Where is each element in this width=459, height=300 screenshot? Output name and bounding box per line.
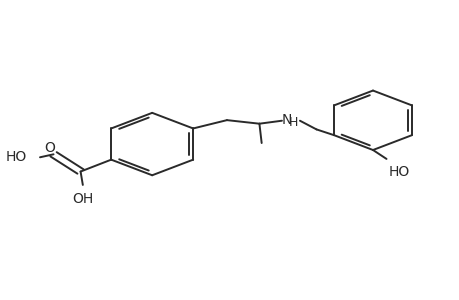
Text: O: O (45, 141, 55, 155)
Text: HO: HO (5, 150, 27, 164)
Text: HO: HO (388, 165, 409, 179)
Text: N: N (280, 113, 291, 127)
Text: H: H (288, 116, 298, 129)
Text: OH: OH (72, 192, 93, 206)
